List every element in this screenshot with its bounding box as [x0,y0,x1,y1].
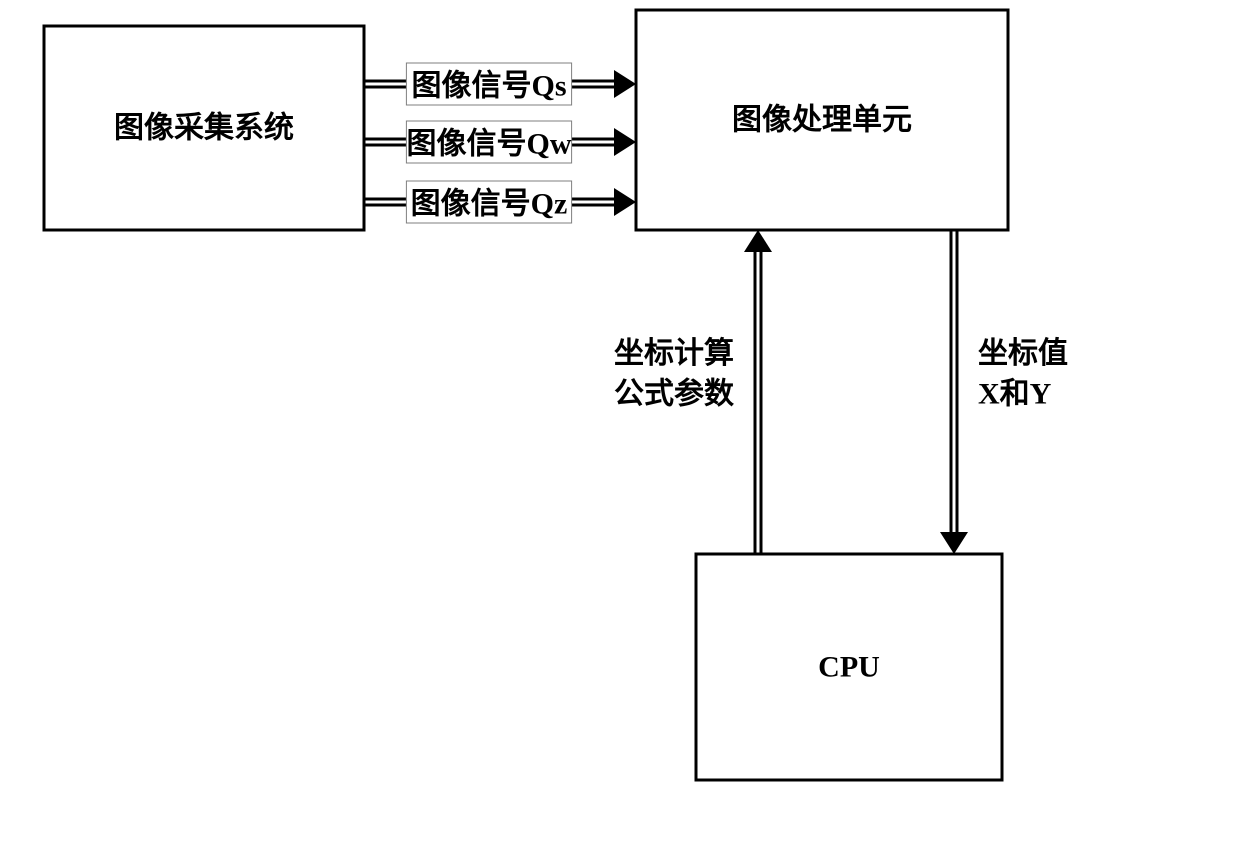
diagram-svg: 图像采集系统 图像处理单元 CPU 图像信号Qs 图像信号Qw 图像信号Qz 坐标计算公式参… [0,0,1233,863]
node-label-acq: 图像采集系统 [114,111,294,145]
node-label-cpu: CPU [818,651,880,684]
edge-coords-line0: 坐标值 [978,337,1068,370]
edge-qw-label: 图像信号Qw [407,128,572,161]
edge-params-line1: 公式参数 [614,377,735,410]
edge-qz-label: 图像信号Qz [411,188,568,221]
edge-qs-label: 图像信号Qs [411,70,566,103]
edge-coords-line1: X和Y [978,377,1052,410]
node-label-proc: 图像处理单元 [732,104,912,137]
edge-params-line0: 坐标计算 [614,336,734,370]
diagram-canvas: 图像采集系统 图像处理单元 CPU 图像信号Qs 图像信号Qw 图像信号Qz 坐标计算公式参… [0,0,1233,863]
